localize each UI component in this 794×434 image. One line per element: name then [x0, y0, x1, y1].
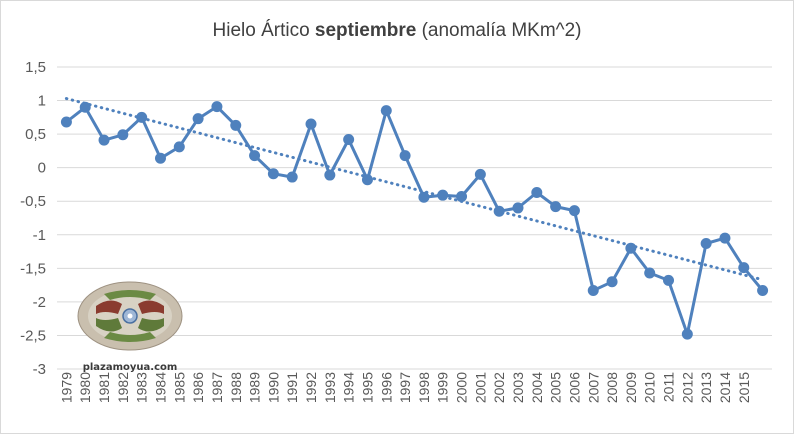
x-tick-label: 2001 — [472, 372, 488, 403]
x-tick-label: 2013 — [698, 372, 714, 403]
x-tick-label: 2010 — [642, 372, 658, 403]
x-tick-label: 1981 — [96, 372, 112, 403]
data-point — [154, 152, 166, 164]
x-tick-label: 2008 — [604, 372, 620, 403]
data-point — [493, 205, 505, 217]
data-point — [286, 171, 298, 183]
x-tick-label: 1980 — [77, 372, 93, 403]
data-point — [117, 129, 129, 141]
data-point — [324, 169, 336, 181]
x-axis: 1979 1980 1981 1982 1983 1984 1985 1986 1987 1988… — [58, 372, 751, 403]
x-tick-label: 2012 — [679, 372, 695, 403]
data-point — [136, 111, 148, 123]
y-tick-label: -1,5 — [20, 260, 46, 277]
data-point — [625, 242, 637, 254]
data-point — [173, 141, 185, 153]
data-point — [512, 202, 524, 214]
data-point — [361, 174, 373, 186]
data-point — [380, 105, 392, 117]
x-tick-label: 2009 — [623, 372, 639, 403]
data-point — [249, 150, 261, 162]
data-point — [644, 267, 656, 279]
x-tick-label: 1979 — [58, 372, 74, 403]
y-axis: 1,5 1 0,5 0 -0,5 -1 -1,5 -2 -2,5 -3 — [20, 59, 46, 378]
data-point — [757, 284, 769, 296]
data-point — [79, 101, 91, 113]
x-tick-label: 1984 — [152, 372, 168, 403]
y-tick-label: -1 — [33, 227, 46, 244]
data-point — [60, 116, 72, 128]
data-point — [700, 238, 712, 250]
data-point — [192, 113, 204, 125]
x-tick-label: 2015 — [736, 372, 752, 403]
x-tick-label: 1983 — [134, 372, 150, 403]
series-points — [60, 101, 769, 340]
x-tick-label: 1999 — [435, 372, 451, 403]
data-point — [531, 186, 543, 198]
x-tick-label: 1995 — [359, 372, 375, 403]
data-point — [587, 284, 599, 296]
chart-title: Hielo Ártico septiembre (anomalía MKm^2) — [212, 20, 582, 41]
x-tick-label: 1990 — [265, 372, 281, 403]
y-tick-label: 0,5 — [25, 126, 46, 143]
trendline-path — [64, 97, 765, 282]
x-tick-label: 1992 — [303, 372, 319, 403]
y-tick-label: -3 — [33, 361, 46, 378]
x-tick-label: 2004 — [529, 372, 545, 403]
data-point — [437, 189, 449, 201]
x-tick-label: 1996 — [378, 372, 394, 403]
data-point — [267, 168, 279, 180]
x-tick-label: 2007 — [585, 372, 601, 403]
y-tick-label: 1,5 — [25, 59, 46, 76]
x-tick-label: 1988 — [228, 372, 244, 403]
x-tick-label: 1994 — [341, 372, 357, 403]
x-tick-label: 1986 — [190, 372, 206, 403]
watermark-text: plazamoyua.com — [83, 362, 178, 373]
data-point — [456, 191, 468, 203]
y-tick-label: -2 — [33, 294, 46, 311]
data-point — [98, 134, 110, 146]
x-tick-label: 1985 — [171, 372, 187, 403]
x-tick-label: 2003 — [510, 372, 526, 403]
x-tick-label: 2014 — [717, 372, 733, 403]
data-point — [606, 276, 618, 288]
x-tick-label: 1997 — [397, 372, 413, 403]
data-point — [418, 191, 430, 203]
data-point — [474, 168, 486, 180]
x-tick-label: 1993 — [322, 372, 338, 403]
y-tick-label: 0 — [38, 160, 46, 177]
y-tick-label: 1 — [38, 93, 46, 110]
x-tick-label: 1991 — [284, 372, 300, 403]
x-tick-label: 1987 — [209, 372, 225, 403]
x-tick-label: 1989 — [247, 372, 263, 403]
data-point — [305, 118, 317, 130]
x-tick-label: 1982 — [115, 372, 131, 403]
trendline — [64, 97, 765, 282]
data-point — [568, 205, 580, 217]
site-logo: plazamoyua.com — [77, 281, 183, 373]
x-tick-label: 2002 — [491, 372, 507, 403]
data-point — [399, 150, 411, 162]
x-tick-label: 2006 — [566, 372, 582, 403]
data-point — [663, 274, 675, 286]
y-tick-label: -0,5 — [20, 193, 46, 210]
data-point — [550, 201, 562, 213]
data-point — [211, 101, 223, 113]
data-point — [738, 262, 750, 274]
data-point — [719, 232, 731, 244]
x-tick-label: 1998 — [416, 372, 432, 403]
y-tick-label: -2,5 — [20, 327, 46, 344]
data-point — [230, 119, 242, 131]
x-tick-label: 2011 — [661, 372, 677, 402]
x-tick-label: 2005 — [548, 372, 564, 403]
data-point — [681, 328, 693, 340]
data-point — [343, 133, 355, 145]
x-tick-label: 2000 — [454, 372, 470, 403]
